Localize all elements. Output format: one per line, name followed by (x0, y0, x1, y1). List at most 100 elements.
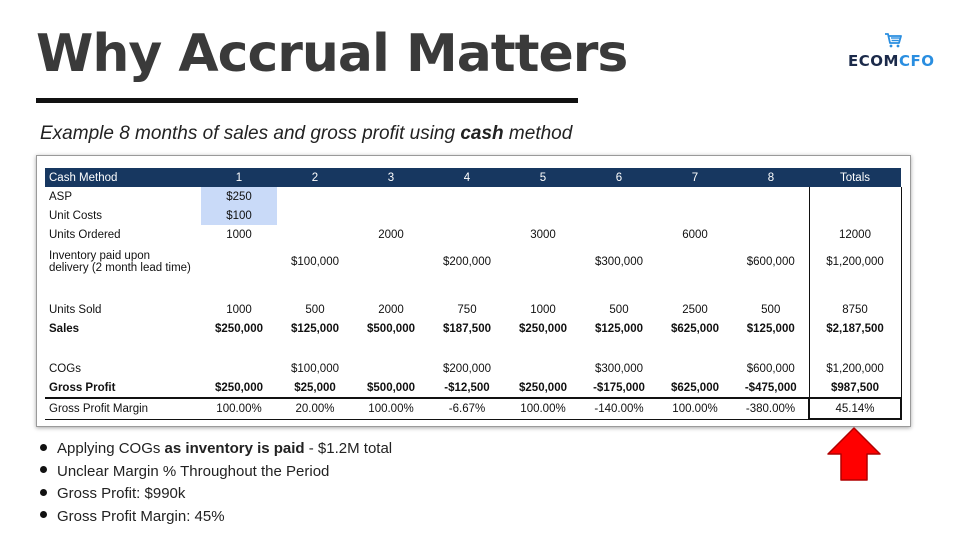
cash-method-table-frame: Cash Method 1 2 3 4 5 6 7 8 Totals ASP $… (36, 155, 911, 427)
table-cell: $625,000 (671, 381, 719, 394)
table-cell (733, 187, 809, 206)
row-label: ASP (49, 190, 73, 203)
spacer-row (45, 279, 902, 300)
table-cell (277, 206, 353, 225)
table-cell (505, 206, 581, 225)
table-cell: $500,000 (367, 322, 415, 335)
table-cell: $250,000 (215, 322, 263, 335)
table-cell: 100.00% (201, 397, 277, 420)
table-cell (657, 359, 733, 378)
header-cell: Cash Method (45, 168, 201, 187)
table-cell: 2500 (682, 303, 708, 316)
logo-text: ECOMCFO (848, 52, 934, 70)
table-cell (353, 187, 429, 206)
table-cell: 6000 (682, 228, 708, 241)
total-cell: 12000 (808, 225, 902, 244)
table-cell: 100.00% (505, 397, 581, 420)
slide-title: Why Accrual Matters (36, 24, 628, 84)
table-cell: $200,000 (443, 255, 491, 268)
subtitle-pre: Example 8 months of sales and gross prof… (40, 123, 461, 144)
table-cell: 500 (609, 303, 629, 316)
spacer-row (45, 338, 902, 359)
table-cell: -$175,000 (593, 381, 645, 394)
table-cell: $25,000 (294, 381, 336, 394)
table-cell: 100.00% (657, 397, 733, 420)
title-underline (36, 98, 578, 103)
table-cell (353, 244, 429, 279)
table-row: Gross Profit $250,000 $25,000 $500,000 -… (45, 378, 902, 398)
table-cell (353, 359, 429, 378)
row-label: Unit Costs (49, 209, 103, 222)
table-cell: $250,000 (519, 381, 567, 394)
table-cell: -140.00% (581, 397, 657, 420)
table-cell (505, 244, 581, 279)
total-cell: $1,200,000 (808, 244, 902, 279)
table-row: Units Ordered 1000 2000 3000 6000 12000 (45, 225, 902, 244)
table-cell: $187,500 (443, 322, 491, 335)
total-cell: 45.14% (808, 397, 902, 420)
logo-text-cfo: CFO (898, 52, 935, 70)
table-cell: 1000 (226, 303, 252, 316)
header-cell: 8 (733, 168, 809, 187)
table-row: Units Sold 1000 500 2000 750 1000 500 25… (45, 300, 902, 319)
table-cell (581, 187, 657, 206)
table-cell: $125,000 (595, 322, 643, 335)
table-cell: 500 (761, 303, 781, 316)
cash-method-table: Cash Method 1 2 3 4 5 6 7 8 Totals ASP $… (45, 168, 902, 420)
total-cell: $2,187,500 (808, 319, 902, 338)
table-cell (201, 359, 277, 378)
table-cell: -$12,500 (444, 381, 490, 394)
header-cell: 6 (581, 168, 657, 187)
table-cell: $625,000 (671, 322, 719, 335)
table-cell: 2000 (378, 228, 404, 241)
table-cell (581, 225, 657, 244)
table-cell (581, 206, 657, 225)
table-header-row: Cash Method 1 2 3 4 5 6 7 8 Totals (45, 168, 901, 187)
bullet-icon (40, 511, 47, 519)
header-cell: 2 (277, 168, 353, 187)
table-cell: $100,000 (291, 255, 339, 268)
table-cell: $100,000 (291, 362, 339, 375)
row-label: Gross Profit (49, 381, 116, 394)
table-row: Inventory paid upon delivery (2 month lea… (45, 244, 902, 279)
bullet-list: Applying COGs as inventory is paid - $1.… (40, 438, 392, 528)
list-item: Gross Profit Margin: 45% (40, 506, 392, 529)
row-label: Gross Profit Margin (45, 397, 201, 420)
table-cell: 1000 (530, 303, 556, 316)
up-arrow-icon (827, 427, 881, 481)
table-cell: $600,000 (746, 255, 795, 268)
header-cell: Totals (809, 168, 901, 187)
table-cell (657, 244, 733, 279)
table-cell (277, 225, 353, 244)
header-cell: 1 (201, 168, 277, 187)
table-cell: $100 (201, 206, 277, 225)
table-cell: 100.00% (353, 397, 429, 420)
total-cell: $1,200,000 (808, 359, 902, 378)
table-cell (201, 244, 277, 279)
row-label: Inventory paid upon delivery (2 month lea… (45, 244, 201, 279)
table-cell (657, 187, 733, 206)
table-cell: 20.00% (277, 397, 353, 420)
table-cell: $200,000 (443, 362, 491, 375)
table-cell: $250 (201, 187, 277, 206)
row-label-line2: delivery (2 month lead time) (49, 261, 191, 274)
table-cell: $500,000 (367, 381, 415, 394)
slide-subtitle: Example 8 months of sales and gross prof… (40, 123, 572, 145)
row-label: COGs (49, 362, 81, 375)
subtitle-bold: cash (460, 123, 504, 144)
subtitle-post: method (503, 123, 573, 144)
table-cell (505, 359, 581, 378)
table-cell: $125,000 (291, 322, 339, 335)
table-row: Gross Profit Margin 100.00% 20.00% 100.0… (45, 397, 902, 420)
table-cell: $300,000 (595, 362, 643, 375)
bullet-icon (40, 443, 47, 451)
header-cell: 3 (353, 168, 429, 187)
table-cell (733, 206, 809, 225)
table-cell: 750 (457, 303, 477, 316)
table-cell: -6.67% (429, 397, 505, 420)
row-label: Sales (49, 322, 80, 335)
table-cell (733, 225, 809, 244)
row-label: Units Ordered (49, 228, 121, 241)
table-cell: $125,000 (746, 322, 795, 335)
table-cell (429, 206, 505, 225)
